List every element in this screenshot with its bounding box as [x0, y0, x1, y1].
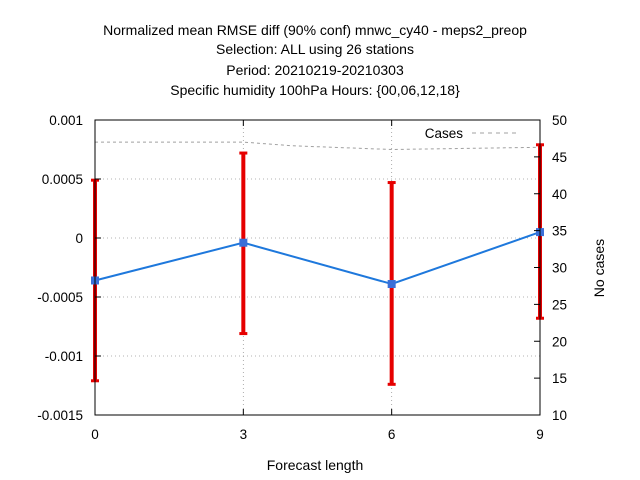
- legend: Cases: [425, 126, 520, 141]
- chart-title: Normalized mean RMSE diff (90% conf) mnw…: [103, 22, 527, 98]
- plot-frame: [94, 119, 541, 416]
- y2-tick-label: 25: [552, 297, 567, 312]
- y2-tick-label: 35: [552, 224, 567, 239]
- grid: [95, 120, 540, 415]
- y2-tick-label: 40: [552, 187, 567, 202]
- y2-tick-label: 30: [552, 261, 567, 276]
- main-line: [94, 231, 541, 286]
- y2-tick-label: 15: [552, 371, 567, 386]
- x-tick-label: 6: [388, 427, 396, 442]
- x-axis-label: Forecast length: [267, 457, 364, 473]
- y-tick-label: -0.0015: [37, 408, 83, 423]
- data-point: [239, 238, 248, 247]
- y2-tick-label: 50: [552, 113, 567, 128]
- y2-tick-label: 10: [552, 408, 567, 423]
- y-tick-label: 0: [75, 231, 83, 246]
- y-tick-label: -0.0005: [37, 290, 83, 305]
- x-tick-label: 9: [536, 427, 544, 442]
- main-series: [91, 228, 544, 289]
- title-line-4: Specific humidity 100hPa Hours: {00,06,1…: [170, 82, 460, 98]
- title-line-3: Period: 20210219-20210303: [226, 62, 404, 78]
- title-line-2: Selection: ALL using 26 stations: [216, 41, 414, 57]
- legend-label-cases: Cases: [425, 126, 464, 141]
- title-line-1: Normalized mean RMSE diff (90% conf) mnw…: [103, 22, 527, 38]
- y2-tick-label: 45: [552, 150, 567, 165]
- y-tick-label: -0.001: [45, 349, 83, 364]
- y-tick-label: 0.001: [49, 113, 83, 128]
- ticks: 0.001 0.0005 0 -0.0005 -0.001 -0.0015 0 3 6 9 50 45…: [37, 113, 567, 442]
- y2-axis-label: No cases: [591, 239, 607, 297]
- x-tick-label: 3: [240, 427, 248, 442]
- cases-series: [95, 141, 541, 151]
- y-tick-label: 0.0005: [42, 172, 83, 187]
- cases-line: [95, 141, 541, 151]
- y2-tick-label: 20: [552, 334, 567, 349]
- data-point: [387, 280, 396, 289]
- x-tick-label: 0: [91, 427, 99, 442]
